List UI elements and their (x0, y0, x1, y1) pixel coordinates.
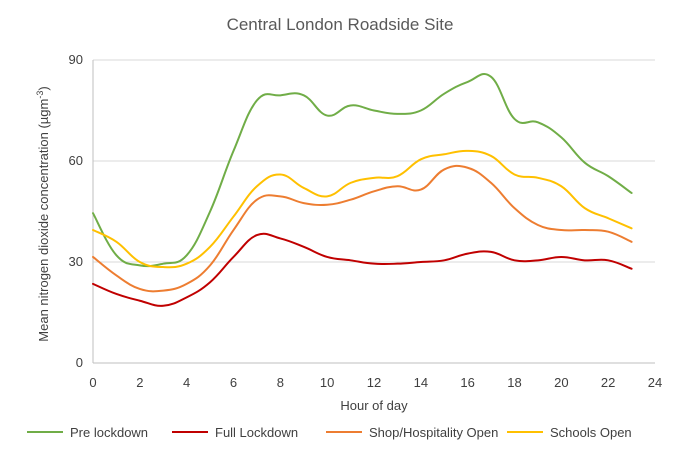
y-axis-label-end: ) (36, 86, 51, 90)
x-axis-label: Hour of day (340, 398, 408, 413)
grid (93, 59, 655, 263)
x-tick-label-20: 20 (554, 375, 568, 390)
legend-label: Schools Open (550, 425, 632, 440)
y-tick-label-30: 30 (69, 254, 83, 269)
series-line-shop-hospitality-open (92, 164, 633, 293)
series-line-schools-open (92, 149, 633, 269)
series-line-pre-lockdown (92, 73, 633, 268)
legend-label: Shop/Hospitality Open (369, 425, 498, 440)
x-tick-label-18: 18 (507, 375, 521, 390)
x-tick-label-14: 14 (414, 375, 428, 390)
x-tick-label-8: 8 (277, 375, 284, 390)
series-line-full-lockdown (92, 232, 633, 307)
legend: Pre lockdown Full Lockdown Shop/Hospitalit… (27, 425, 632, 440)
y-tick-label-90: 90 (69, 52, 83, 67)
y-axis-label-sup: -3 (35, 91, 45, 99)
legend-label: Pre lockdown (70, 425, 148, 440)
x-tick-label-12: 12 (367, 375, 381, 390)
legend-label: Full Lockdown (215, 425, 298, 440)
y-axis-label: Mean nitrogen dioxide concentration (µgm… (35, 86, 51, 341)
x-tick-label-16: 16 (460, 375, 474, 390)
x-tick-label-24: 24 (648, 375, 662, 390)
x-tick-label-2: 2 (136, 375, 143, 390)
legend-item-schools-open: Schools Open (507, 425, 632, 440)
y-axis-label-main: Mean nitrogen dioxide concentration (µgm (36, 99, 51, 342)
x-tick-label-0: 0 (89, 375, 96, 390)
legend-item-pre-lockdown: Pre lockdown (27, 425, 148, 440)
series-group (92, 73, 633, 307)
legend-item-full-lockdown: Full Lockdown (172, 425, 298, 440)
x-tick-label-22: 22 (601, 375, 615, 390)
x-tick-label-10: 10 (320, 375, 334, 390)
legend-item-shop-hospitality-open: Shop/Hospitality Open (326, 425, 498, 440)
chart-title: Central London Roadside Site (227, 15, 454, 34)
y-tick-label-60: 60 (69, 153, 83, 168)
x-tick-label-6: 6 (230, 375, 237, 390)
x-tick-label-4: 4 (183, 375, 190, 390)
y-tick-label-0: 0 (76, 355, 83, 370)
